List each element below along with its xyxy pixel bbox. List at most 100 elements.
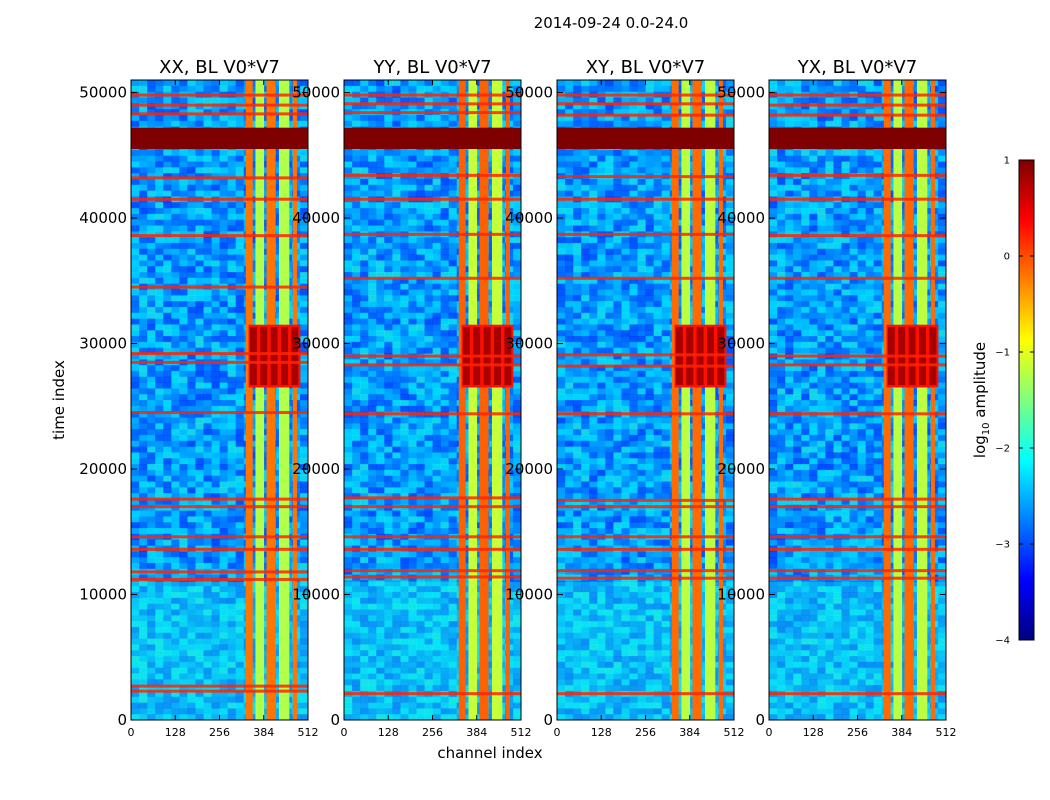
heatmap-cell (432, 638, 442, 645)
heatmap-cell (344, 318, 353, 325)
heatmap-cell (408, 586, 417, 593)
heatmap-cell (368, 365, 377, 372)
heatmap-cell (195, 574, 204, 581)
heatmap-cell (416, 551, 425, 558)
heatmap-cell (432, 481, 442, 488)
heatmap-cell (376, 248, 385, 256)
heatmap-cell (392, 592, 401, 599)
heatmap-cell (211, 97, 220, 104)
heatmap-cell (155, 574, 164, 581)
heatmap-cell (384, 394, 393, 401)
heatmap-cell (299, 417, 308, 424)
heatmap-cell (376, 551, 385, 558)
heatmap-cell (408, 324, 417, 331)
heatmap-cell (400, 434, 409, 442)
heatmap-cell (376, 446, 385, 453)
heatmap-cell (416, 394, 425, 401)
heatmap-cell (147, 586, 156, 593)
heatmap-cell (219, 295, 229, 302)
heatmap-cell (179, 685, 188, 692)
heatmap-cell (227, 516, 237, 523)
heatmap-cell (203, 702, 212, 709)
heatmap-cell (131, 661, 140, 669)
heatmap-cell (219, 370, 229, 378)
heatmap-cell (299, 696, 308, 704)
heatmap-cell (155, 277, 164, 285)
heatmap-cell (384, 592, 393, 599)
heatmap-cell (227, 661, 237, 669)
heatmap-cell (131, 696, 140, 704)
rfi-line (344, 173, 521, 177)
heatmap-cell (400, 336, 409, 343)
heatmap-cell (400, 283, 409, 290)
heatmap-cell (408, 685, 417, 692)
heatmap-cell (219, 376, 229, 384)
heatmap-cell (392, 562, 401, 570)
heatmap-cell (416, 178, 425, 186)
heatmap-cell (163, 376, 172, 384)
heatmap-cell (147, 120, 156, 128)
heatmap-cell (581, 80, 590, 87)
heatmap-cell (408, 638, 417, 645)
heatmap-cell (400, 202, 409, 209)
heatmap-cell (171, 149, 180, 157)
heatmap-cell (384, 120, 393, 128)
heatmap-cell (440, 609, 450, 616)
heatmap-cell (219, 475, 229, 482)
heatmap-cell (155, 690, 164, 698)
heatmap-cell (195, 446, 204, 453)
heatmap-cell (352, 114, 361, 122)
heatmap-cell (368, 528, 377, 535)
heatmap-cell (235, 656, 245, 663)
heatmap-cell (131, 690, 140, 698)
heatmap-cell (227, 324, 237, 331)
heatmap-cell (448, 114, 458, 122)
heatmap-cell (139, 260, 148, 267)
heatmap-cell (235, 260, 245, 267)
heatmap-cell (171, 85, 180, 93)
heatmap-cell (512, 242, 521, 250)
heatmap-cell (195, 650, 204, 657)
heatmap-cell (235, 405, 245, 413)
heatmap-cell (512, 330, 521, 337)
heatmap-cell (376, 469, 385, 477)
heatmap-cell (211, 149, 220, 157)
heatmap-cell (235, 411, 245, 418)
heatmap-cell (131, 516, 140, 523)
heatmap-cell (195, 656, 204, 663)
heatmap-cell (235, 679, 245, 686)
heatmap-cell (384, 266, 393, 273)
heatmap-cell (131, 114, 140, 122)
heatmap-cell (139, 562, 148, 570)
heatmap-cell (203, 434, 212, 442)
heatmap-cell (203, 528, 212, 535)
heatmap-cell (408, 202, 417, 209)
heatmap-cell (131, 562, 140, 570)
heatmap-cell (235, 85, 245, 93)
heatmap-cell (400, 260, 409, 267)
heatmap-cell (448, 440, 458, 448)
heatmap-cell (432, 254, 442, 261)
heatmap-cell (211, 295, 220, 302)
heatmap-cell (195, 557, 204, 564)
heatmap-cell (512, 650, 521, 657)
heatmap-cell (195, 388, 204, 395)
heatmap-cell (352, 167, 361, 174)
heatmap-cell (440, 114, 450, 122)
heatmap-cell (368, 155, 377, 162)
heatmap-cell (227, 114, 237, 122)
heatmap-cell (352, 306, 361, 314)
heatmap-cell (163, 341, 172, 349)
heatmap-cell (416, 626, 425, 634)
heatmap-cell (195, 603, 204, 610)
heatmap-cell (203, 272, 212, 279)
heatmap-cell (424, 667, 433, 674)
heatmap-cell (163, 336, 172, 343)
heatmap-cell (187, 388, 196, 395)
heatmap-cell (171, 324, 180, 331)
heatmap-cell (416, 656, 425, 663)
heatmap-cell (219, 155, 229, 162)
heatmap-cell (235, 365, 245, 372)
heatmap-cell (131, 80, 140, 87)
heatmap-cell (187, 114, 196, 122)
